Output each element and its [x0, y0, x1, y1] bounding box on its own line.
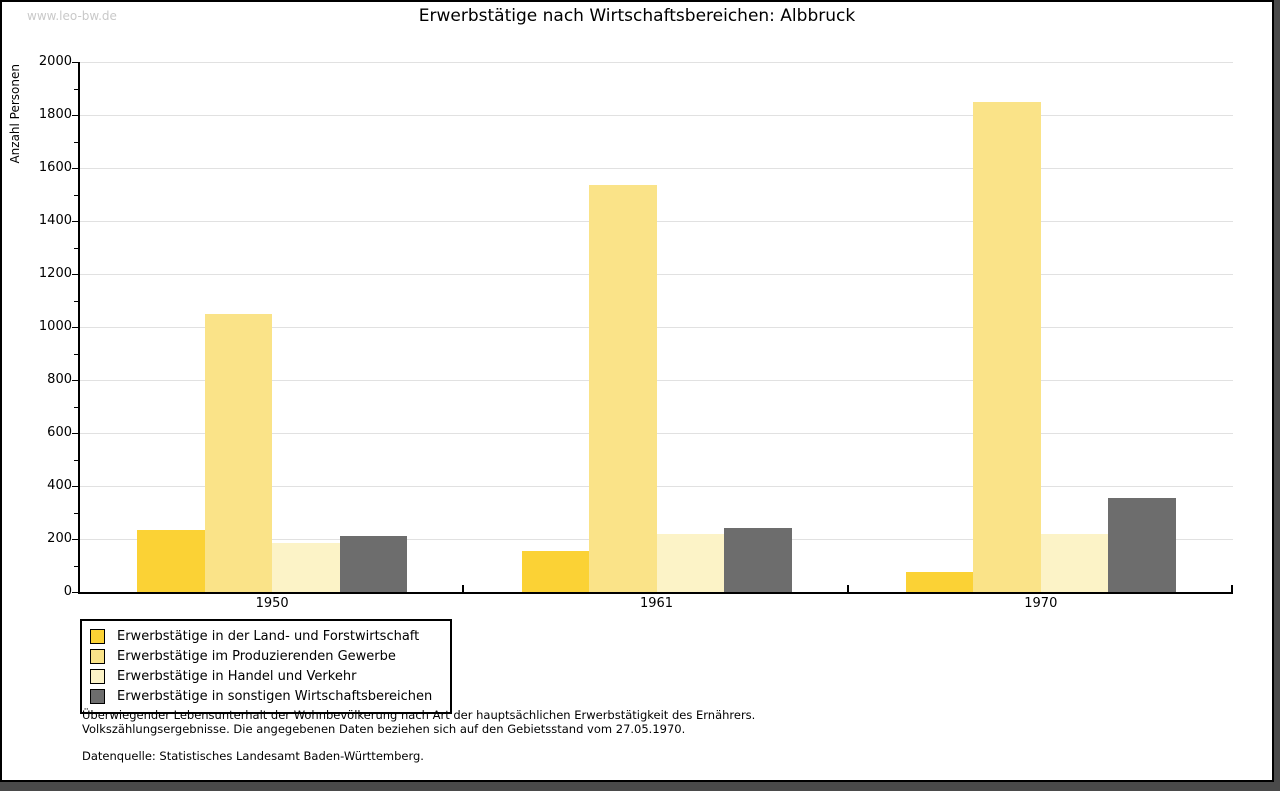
- y-tick-label-0: 0: [63, 584, 72, 599]
- y-tick-1300: [74, 247, 78, 249]
- y-tick-100: [74, 565, 78, 567]
- bar-1961-series-2: [589, 185, 657, 592]
- y-tick-1500: [74, 194, 78, 196]
- bar-1970-series-2: [973, 101, 1041, 592]
- y-tick-label-600: 600: [47, 425, 72, 440]
- footnote-source: Datenquelle: Statistisches Landesamt Bad…: [82, 749, 424, 763]
- y-tick-label-1600: 1600: [38, 160, 72, 175]
- gridline-1200: [80, 274, 1233, 275]
- x-axis-label-1950: 1950: [255, 596, 289, 611]
- y-tick-400: [72, 486, 78, 487]
- legend-swatch-1: [90, 628, 105, 644]
- footnote-line-2: Volkszählungsergebnisse. Die angegebenen…: [82, 722, 686, 736]
- y-tick-0: [72, 592, 78, 593]
- bar-1970-series-4: [1108, 497, 1176, 592]
- bar-1950-series-3: [272, 542, 340, 592]
- y-tick-900: [74, 353, 78, 355]
- y-tick-800: [72, 380, 78, 381]
- bar-1961-series-4: [724, 528, 792, 592]
- gridline-1000: [80, 327, 1233, 328]
- x-axis-label-1970: 1970: [1024, 596, 1058, 611]
- legend: Erwerbstätige in der Land- und Forstwirt…: [80, 619, 452, 714]
- bar-1950-series-2: [204, 313, 273, 592]
- x-tick-1: [462, 585, 465, 592]
- legend-label-1: Erwerbstätige in der Land- und Forstwirt…: [117, 628, 420, 644]
- y-tick-300: [74, 512, 78, 514]
- y-tick-600: [72, 433, 78, 434]
- legend-item-1: Erwerbstätige in der Land- und Forstwirt…: [90, 626, 442, 646]
- bar-1961-series-1: [521, 550, 589, 592]
- legend-swatch-3: [90, 668, 105, 684]
- gridline-600: [80, 433, 1233, 434]
- y-tick-1200: [72, 274, 78, 275]
- gridline-1600: [80, 168, 1233, 169]
- legend-swatch-4: [90, 688, 105, 704]
- watermark: www.leo-bw.de: [27, 9, 117, 23]
- y-tick-1000: [72, 327, 78, 328]
- bar-1950-series-4: [339, 536, 408, 592]
- y-tick-1700: [74, 141, 78, 143]
- bar-1950-series-1: [137, 529, 205, 592]
- x-axis-label-1961: 1961: [639, 596, 674, 611]
- y-tick-700: [74, 406, 78, 408]
- chart-title: Erwerbstätige nach Wirtschaftsbereichen:…: [418, 6, 856, 26]
- y-tick-label-1000: 1000: [38, 319, 72, 334]
- x-tick-3: [1231, 585, 1233, 592]
- gridline-800: [80, 380, 1233, 381]
- y-tick-label-1400: 1400: [38, 213, 72, 228]
- bar-1961-series-3: [656, 533, 724, 592]
- legend-item-3: Erwerbstätige in Handel und Verkehr: [90, 666, 442, 686]
- bar-1970-series-1: [905, 572, 974, 592]
- legend-label-2: Erwerbstätige im Produzierenden Gewerbe: [117, 648, 396, 664]
- legend-swatch-2: [90, 648, 105, 664]
- legend-item-2: Erwerbstätige im Produzierenden Gewerbe: [90, 646, 442, 666]
- y-tick-1900: [74, 88, 78, 90]
- legend-item-4: Erwerbstätige in sonstigen Wirtschaftsbe…: [90, 686, 442, 706]
- y-tick-label-800: 800: [47, 372, 72, 387]
- gridline-1400: [80, 221, 1233, 222]
- gridline-2000: [80, 62, 1233, 63]
- y-tick-label-2000: 2000: [38, 54, 72, 69]
- plot-area: [78, 62, 1233, 594]
- gridline-400: [80, 486, 1233, 487]
- x-tick-2: [846, 585, 849, 592]
- y-tick-1100: [74, 300, 78, 302]
- y-tick-1800: [72, 115, 78, 116]
- y-tick-label-400: 400: [47, 478, 72, 493]
- y-tick-200: [72, 539, 78, 540]
- bar-1970-series-3: [1040, 533, 1109, 592]
- footnotes: Überwiegender Lebensunterhalt der Wohnbe…: [82, 708, 755, 763]
- y-tick-label-1800: 1800: [38, 107, 72, 122]
- legend-label-4: Erwerbstätige in sonstigen Wirtschaftsbe…: [117, 688, 433, 704]
- y-tick-1400: [72, 221, 78, 222]
- y-tick-2000: [72, 62, 78, 63]
- legend-label-3: Erwerbstätige in Handel und Verkehr: [117, 668, 357, 684]
- y-tick-label-200: 200: [47, 531, 72, 546]
- footnote-line-1: Überwiegender Lebensunterhalt der Wohnbe…: [82, 708, 756, 722]
- gridline-1800: [80, 115, 1233, 116]
- y-tick-label-1200: 1200: [38, 266, 72, 281]
- y-tick-1600: [72, 168, 78, 169]
- y-tick-500: [74, 459, 78, 461]
